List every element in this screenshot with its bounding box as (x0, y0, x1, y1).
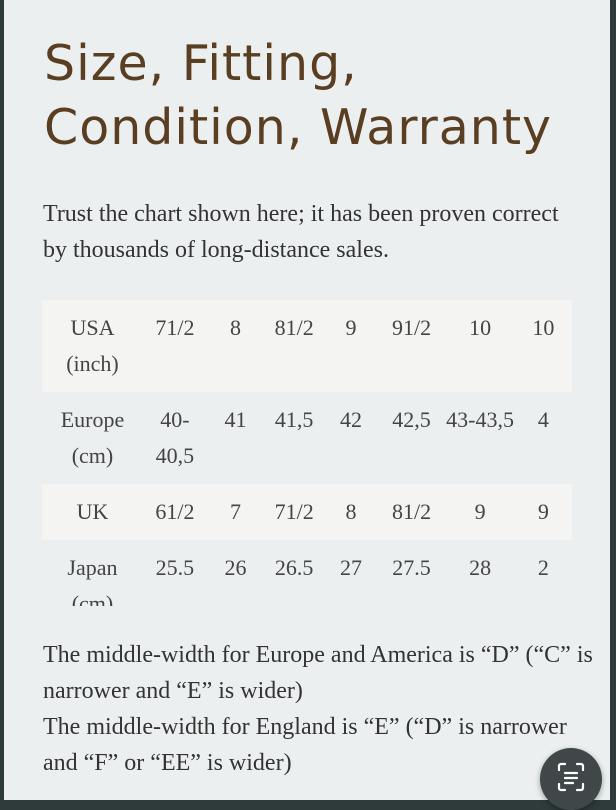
table-cell: 9 (474, 499, 486, 524)
width-notes: The middle-width for Europe and America … (43, 637, 603, 781)
row-label-text: Europe (60, 407, 125, 432)
table-cell: 41,5 (274, 407, 314, 432)
row-label-text: Japan (67, 555, 118, 580)
table-cell: 41 (224, 407, 247, 432)
row-label: UK (42, 484, 143, 540)
row-label-unit: (cm) (71, 443, 114, 468)
table-cell: 7 (229, 499, 241, 524)
scan-text-icon (557, 762, 585, 792)
table-row-uk: UK 61/2 7 71/2 8 81/2 9 9 (42, 484, 572, 540)
table-cell: 71/2 (274, 499, 314, 524)
table-row-japan: Japan (cm) 25.5 26 26.5 27 27.5 28 2 (42, 540, 572, 606)
scan-text-button[interactable] (540, 748, 602, 810)
row-label: Europe (cm) (42, 392, 143, 484)
width-note-england: The middle-width for England is “E” (“D”… (43, 714, 567, 776)
row-label: Japan (cm) (42, 540, 143, 606)
product-info-page: Size, Fitting, Condition, Warranty Trust… (4, 0, 610, 800)
table-cell: 2 (537, 555, 549, 580)
size-table: USA (inch) 71/2 8 81/2 9 91/2 10 10 Euro… (42, 300, 572, 606)
row-label-text: USA (70, 315, 115, 340)
table-cell: 25.5 (155, 555, 195, 580)
intro-text: Trust the chart shown here; it has been … (43, 201, 559, 263)
table-cell: 40-40,5 (155, 407, 195, 468)
row-label-text: UK (76, 499, 109, 524)
width-note-europe-america: The middle-width for Europe and America … (43, 642, 593, 704)
table-cell: 10 (532, 315, 555, 340)
table-cell: 27.5 (392, 555, 431, 580)
table-cell: 9 (345, 315, 357, 340)
page-title: Size, Fitting, Condition, Warranty (44, 32, 604, 160)
table-cell: 42,5 (392, 407, 431, 432)
row-label: USA (inch) (42, 300, 143, 392)
table-cell: 8 (345, 499, 357, 524)
table-cell: 26.5 (274, 555, 314, 580)
table-cell: 71/2 (155, 315, 195, 340)
table-cell: 61/2 (155, 499, 195, 524)
table-cell: 42 (339, 407, 362, 432)
title-line-2: Condition, Warranty (44, 99, 553, 156)
table-cell: 27 (339, 555, 362, 580)
table-cell: 43-43,5 (446, 407, 514, 432)
table-cell: 91/2 (391, 315, 432, 340)
table-cell: 8 (229, 315, 241, 340)
table-cell: 28 (469, 555, 492, 580)
table-cell: 81/2 (391, 499, 432, 524)
row-label-unit: (cm) (71, 591, 114, 606)
table-cell: 10 (469, 315, 492, 340)
table-cell: 26 (224, 555, 247, 580)
table-cell: 81/2 (274, 315, 314, 340)
row-label-unit: (inch) (66, 351, 119, 376)
size-chart[interactable]: USA (inch) 71/2 8 81/2 9 91/2 10 10 Euro… (42, 300, 572, 606)
table-row-usa: USA (inch) 71/2 8 81/2 9 91/2 10 10 (42, 300, 572, 392)
table-cell: 4 (537, 407, 549, 432)
table-cell: 9 (537, 499, 549, 524)
table-row-europe: Europe (cm) 40-40,5 41 41,5 42 42,5 43-4… (42, 392, 572, 484)
title-line-1: Size, Fitting, (44, 35, 358, 92)
